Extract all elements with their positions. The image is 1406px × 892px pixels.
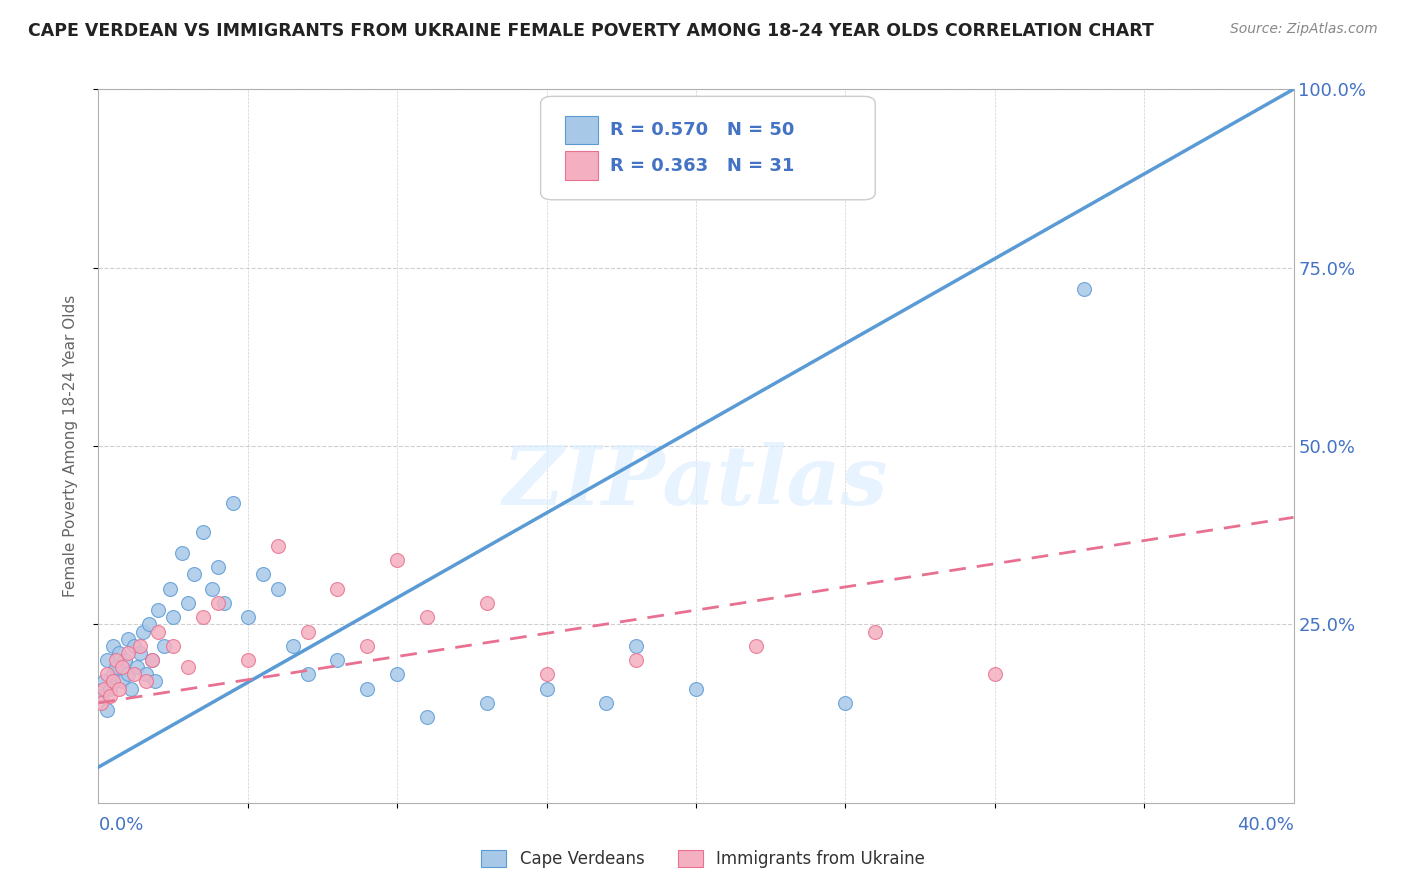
Point — [281, 639, 304, 653]
FancyBboxPatch shape — [565, 116, 598, 145]
Point — [385, 667, 409, 681]
Point — [114, 653, 136, 667]
Point — [117, 667, 139, 681]
FancyBboxPatch shape — [540, 96, 875, 200]
Point — [356, 639, 378, 653]
Point — [96, 653, 118, 667]
Point — [135, 667, 157, 681]
Point — [222, 496, 245, 510]
Point — [143, 674, 166, 689]
Point — [685, 681, 707, 696]
Point — [207, 596, 229, 610]
Point — [108, 646, 131, 660]
Point — [105, 660, 128, 674]
Point — [120, 681, 142, 696]
Point — [90, 689, 112, 703]
Point — [141, 653, 163, 667]
Point — [117, 646, 139, 660]
Point — [108, 681, 131, 696]
Point — [865, 624, 887, 639]
Point — [745, 639, 768, 653]
Point — [100, 689, 122, 703]
Text: 0.0%: 0.0% — [98, 816, 143, 834]
Point — [236, 653, 259, 667]
Point — [297, 624, 319, 639]
Point — [183, 567, 205, 582]
Point — [207, 560, 229, 574]
Point — [267, 582, 290, 596]
Point — [201, 582, 224, 596]
Point — [103, 639, 125, 653]
Point — [475, 596, 498, 610]
Point — [105, 653, 128, 667]
Point — [129, 639, 152, 653]
Point — [93, 674, 115, 689]
Point — [595, 696, 617, 710]
Point — [148, 624, 170, 639]
Point — [252, 567, 274, 582]
Point — [135, 674, 157, 689]
Legend: Cape Verdeans, Immigrants from Ukraine: Cape Verdeans, Immigrants from Ukraine — [474, 843, 932, 875]
Point — [416, 710, 439, 724]
Text: ZIPatlas: ZIPatlas — [503, 442, 889, 522]
Text: CAPE VERDEAN VS IMMIGRANTS FROM UKRAINE FEMALE POVERTY AMONG 18-24 YEAR OLDS COR: CAPE VERDEAN VS IMMIGRANTS FROM UKRAINE … — [28, 22, 1154, 40]
Point — [111, 674, 134, 689]
Point — [100, 681, 122, 696]
Point — [162, 610, 184, 624]
Text: 40.0%: 40.0% — [1237, 816, 1294, 834]
Point — [111, 660, 134, 674]
Point — [356, 681, 378, 696]
Text: R = 0.363   N = 31: R = 0.363 N = 31 — [610, 157, 794, 175]
Point — [162, 639, 184, 653]
Point — [191, 610, 214, 624]
Point — [103, 667, 125, 681]
Point — [96, 667, 118, 681]
Point — [326, 582, 349, 596]
Point — [536, 667, 558, 681]
Point — [96, 703, 118, 717]
Point — [90, 696, 112, 710]
Y-axis label: Female Poverty Among 18-24 Year Olds: Female Poverty Among 18-24 Year Olds — [63, 295, 77, 597]
Point — [177, 660, 200, 674]
Point — [138, 617, 160, 632]
Point — [984, 667, 1007, 681]
Point — [172, 546, 194, 560]
Point — [326, 653, 349, 667]
Point — [132, 624, 155, 639]
FancyBboxPatch shape — [565, 152, 598, 180]
Point — [212, 596, 235, 610]
Point — [236, 610, 259, 624]
Point — [141, 653, 163, 667]
Point — [93, 681, 115, 696]
Point — [117, 632, 139, 646]
Point — [129, 646, 152, 660]
Point — [124, 639, 146, 653]
Text: R = 0.570   N = 50: R = 0.570 N = 50 — [610, 121, 794, 139]
Point — [177, 596, 200, 610]
Point — [385, 553, 409, 567]
Point — [159, 582, 181, 596]
Point — [297, 667, 319, 681]
Point — [153, 639, 176, 653]
Point — [103, 674, 125, 689]
Point — [127, 660, 149, 674]
Point — [124, 667, 146, 681]
Point — [416, 610, 439, 624]
Point — [191, 524, 214, 539]
Point — [536, 681, 558, 696]
Point — [626, 639, 648, 653]
Point — [148, 603, 170, 617]
Text: Source: ZipAtlas.com: Source: ZipAtlas.com — [1230, 22, 1378, 37]
Point — [475, 696, 498, 710]
Point — [267, 539, 290, 553]
Point — [834, 696, 856, 710]
Point — [1073, 282, 1095, 296]
Point — [626, 653, 648, 667]
